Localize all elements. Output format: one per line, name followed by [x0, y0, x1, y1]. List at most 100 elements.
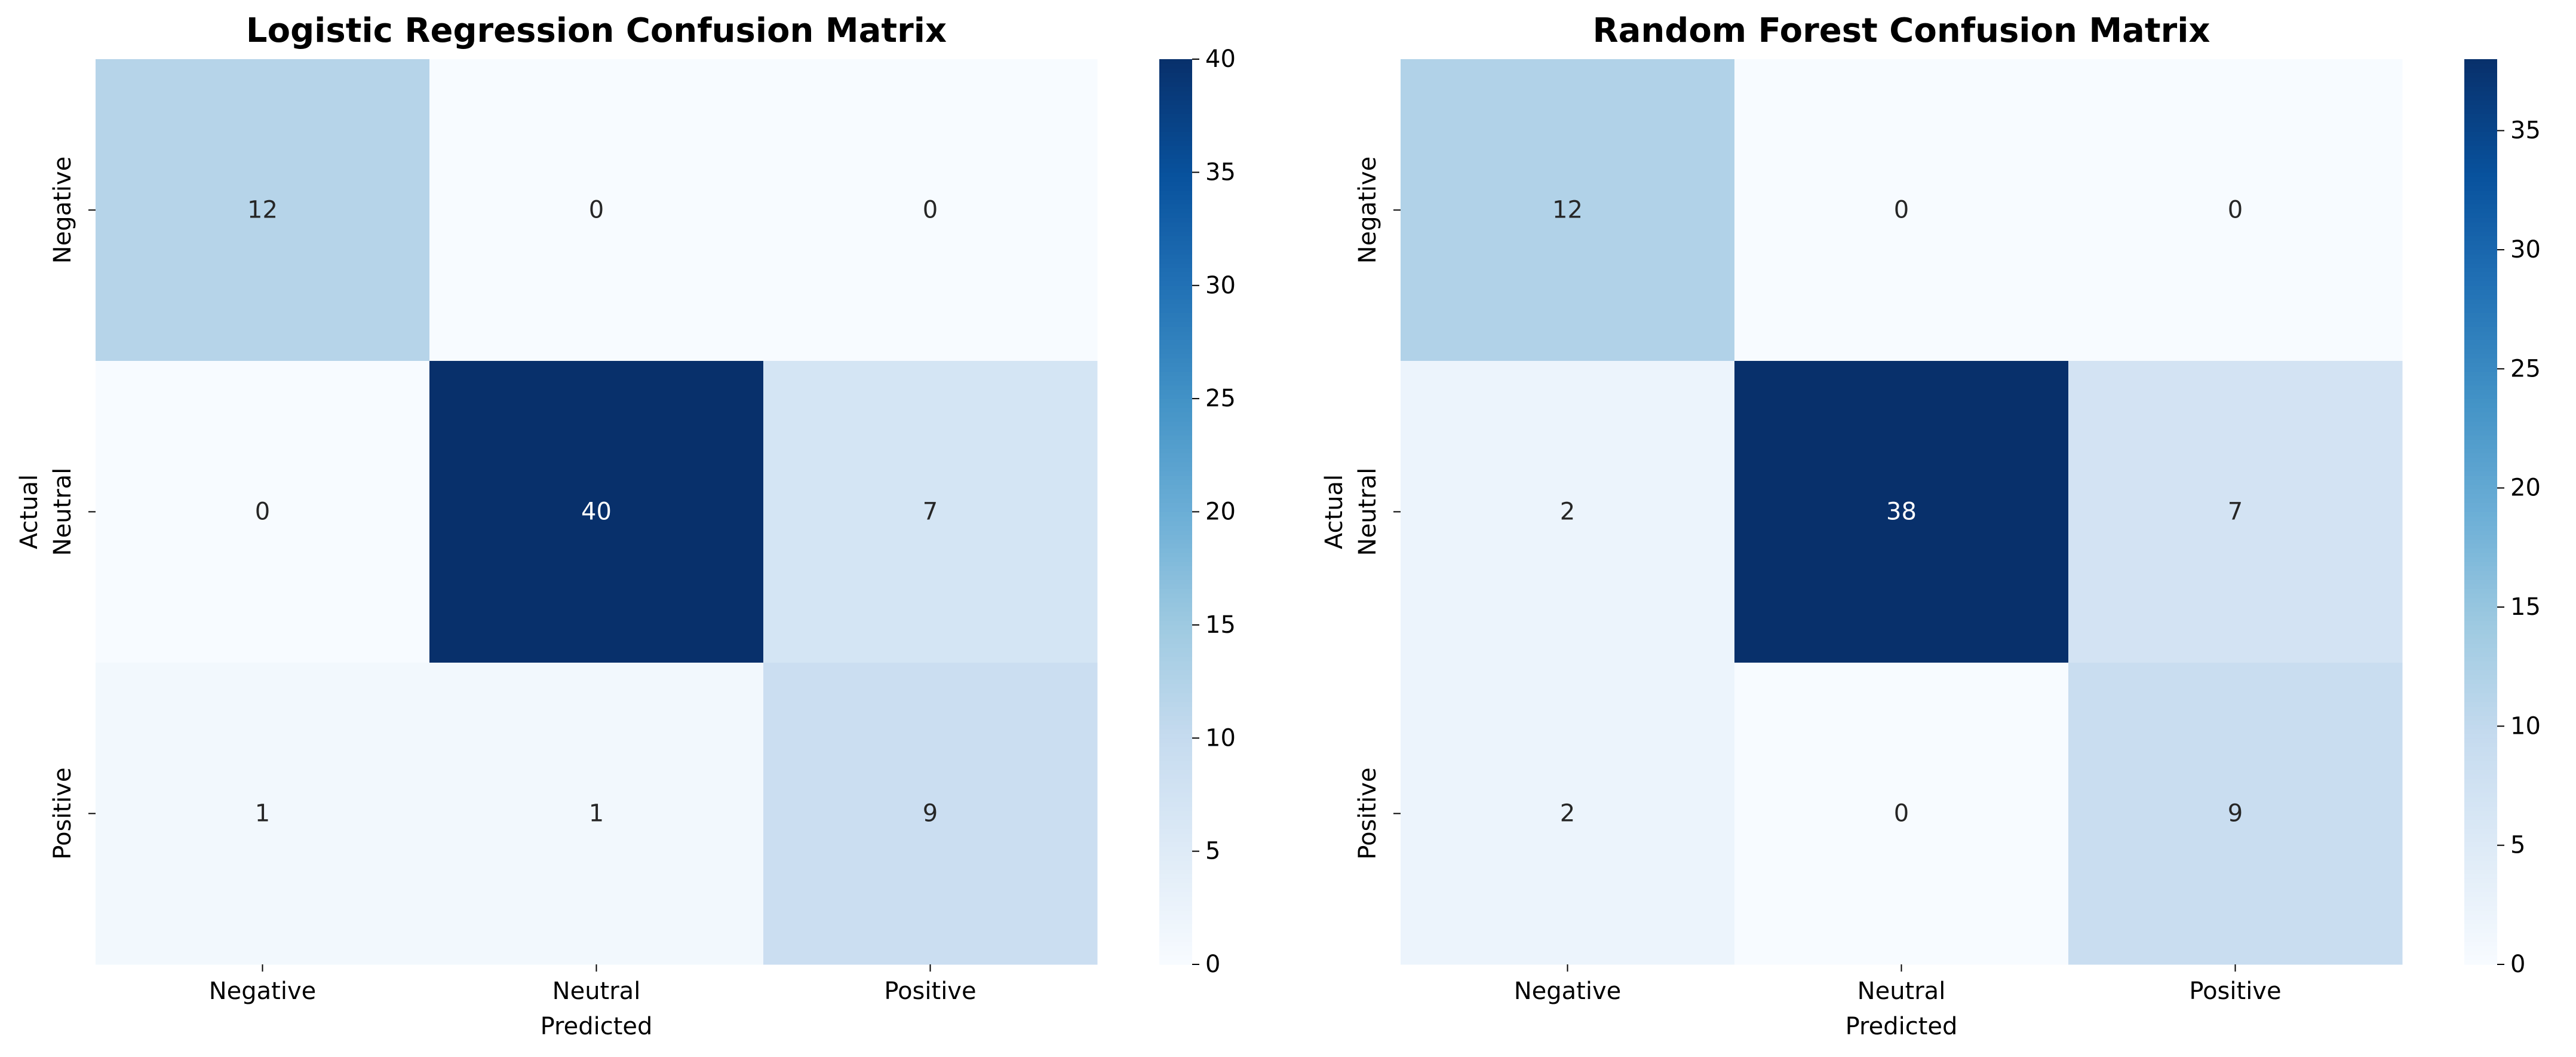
colorbar-band [2464, 719, 2497, 725]
colorbar-band [2464, 412, 2497, 418]
colorbar-band [2464, 801, 2497, 807]
colorbar-band [2464, 208, 2497, 214]
colorbar-band [2464, 883, 2497, 888]
colorbar-band [2464, 724, 2497, 730]
heatmap-cell [1401, 663, 1735, 965]
colorbar-band [2464, 176, 2497, 182]
colorbar-band [2464, 439, 2497, 445]
colorbar-band [1159, 647, 1192, 652]
colorbar-band [2464, 403, 2497, 408]
colorbar-band [2464, 367, 2497, 372]
colorbar-band [1159, 706, 1192, 712]
colorbar-band [2464, 561, 2497, 566]
colorbar-band [1159, 824, 1192, 829]
colorbar-band [2464, 824, 2497, 829]
colorbar-tick-label: 25 [1205, 385, 1236, 412]
colorbar-band [1159, 158, 1192, 164]
colorbar-band [1159, 403, 1192, 408]
colorbar-band [2464, 91, 2497, 96]
colorbar-band [1159, 729, 1192, 734]
colorbar-band [1159, 262, 1192, 268]
colorbar-band [2464, 100, 2497, 105]
colorbar-band [1159, 330, 1192, 336]
colorbar-band [2464, 77, 2497, 82]
colorbar-band [1159, 244, 1192, 250]
colorbar-band [2464, 851, 2497, 856]
colorbar-band [2464, 304, 2497, 309]
colorbar-band [1159, 389, 1192, 395]
colorbar-band [2464, 281, 2497, 286]
colorbar-band [1159, 960, 1192, 965]
colorbar-band [2464, 684, 2497, 689]
colorbar-band [2464, 937, 2497, 942]
colorbar-tick-label: 10 [1205, 724, 1236, 752]
colorbar-band [1159, 122, 1192, 128]
heatmap-cell [96, 361, 430, 663]
colorbar-band [2464, 448, 2497, 454]
colorbar-band [1159, 534, 1192, 540]
colorbar-band [2464, 783, 2497, 789]
colorbar-band [1159, 63, 1192, 69]
colorbar-band [1159, 140, 1192, 146]
y-tick-label: Positive [49, 767, 76, 859]
colorbar-band [1159, 272, 1192, 277]
colorbar-band [1159, 715, 1192, 721]
colorbar-band [2464, 529, 2497, 535]
colorbar-band [2464, 593, 2497, 599]
colorbar-band [2464, 828, 2497, 834]
heatmap-cell [1401, 361, 1735, 663]
colorbar-band [1159, 326, 1192, 332]
colorbar-band [2464, 494, 2497, 499]
colorbar-band [1159, 462, 1192, 467]
colorbar-band [1159, 136, 1192, 141]
colorbar-band [2464, 317, 2497, 322]
colorbar-band [2464, 856, 2497, 861]
colorbar-band [2464, 634, 2497, 639]
colorbar-band [2464, 434, 2497, 440]
colorbar-band [2464, 611, 2497, 617]
colorbar-band [2464, 580, 2497, 585]
colorbar-band [2464, 72, 2497, 78]
colorbar-band [1159, 602, 1192, 608]
heatmap-cell [1734, 361, 2069, 663]
colorbar-band [2464, 95, 2497, 100]
heatmap-cell [1401, 59, 1735, 361]
colorbar-band [2464, 891, 2497, 897]
colorbar-band [1159, 367, 1192, 372]
heatmap-cell [763, 663, 1098, 965]
colorbar-band [2464, 118, 2497, 123]
colorbar-band [2464, 865, 2497, 870]
colorbar-band [2464, 399, 2497, 404]
colorbar-band [2464, 729, 2497, 734]
colorbar-band [1159, 796, 1192, 802]
colorbar-band [1159, 733, 1192, 739]
colorbar-band [2464, 109, 2497, 114]
colorbar-band [2464, 199, 2497, 204]
colorbar-band [1159, 434, 1192, 440]
colorbar-band [2464, 249, 2497, 255]
cell-value-label: 9 [923, 800, 938, 828]
colorbar-band [2464, 113, 2497, 119]
colorbar-band [2464, 421, 2497, 427]
colorbar-band [1159, 186, 1192, 191]
colorbar-band [1159, 656, 1192, 662]
colorbar-band [1159, 376, 1192, 381]
colorbar-band [1159, 842, 1192, 847]
colorbar-band [2464, 86, 2497, 91]
colorbar-band [1159, 304, 1192, 309]
colorbar-band [1159, 235, 1192, 241]
colorbar-band [2464, 195, 2497, 200]
colorbar-band [2464, 181, 2497, 186]
colorbar-band [1159, 932, 1192, 938]
colorbar-band [1159, 163, 1192, 168]
colorbar-band [1159, 335, 1192, 341]
colorbar-band [1159, 543, 1192, 549]
colorbar-band [2464, 457, 2497, 462]
colorbar-band [2464, 308, 2497, 313]
colorbar-band [1159, 412, 1192, 418]
colorbar-band [1159, 208, 1192, 214]
colorbar-band [1159, 507, 1192, 513]
colorbar-band [2464, 874, 2497, 879]
colorbar-band [2464, 747, 2497, 752]
colorbar-band [1159, 91, 1192, 96]
